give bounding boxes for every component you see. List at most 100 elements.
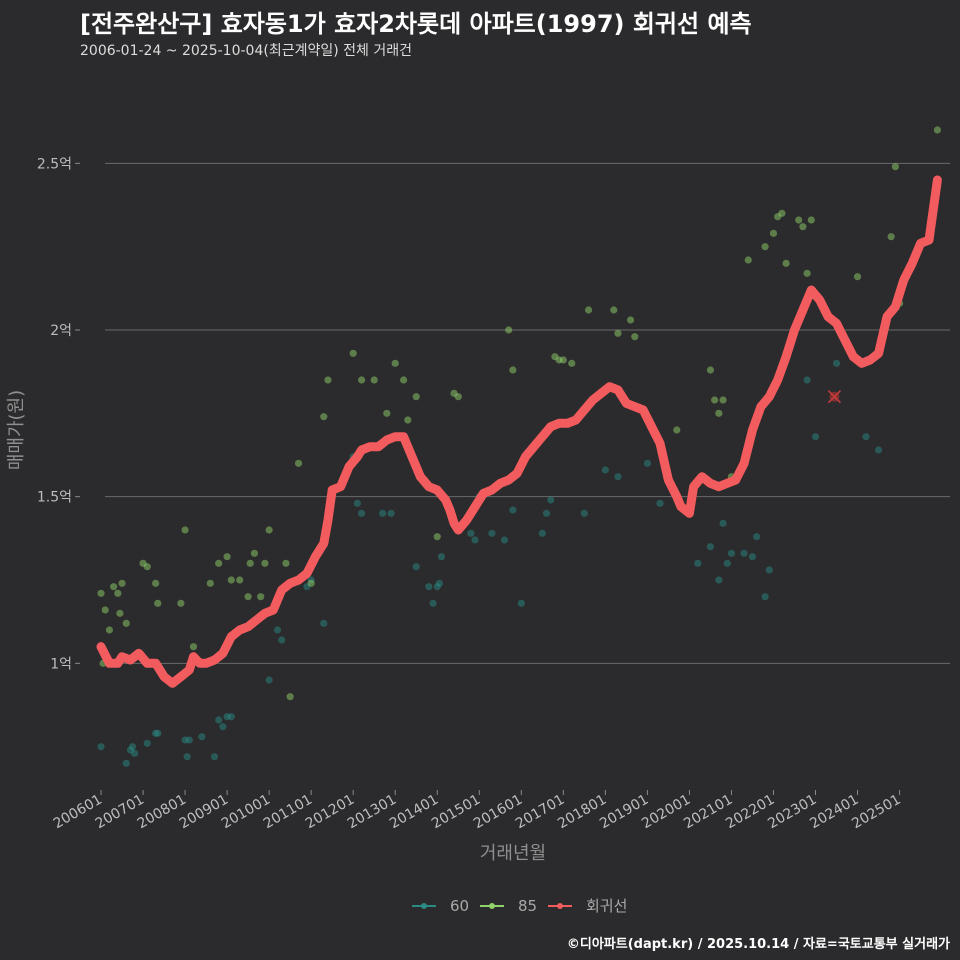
point-85 [412,393,420,401]
point-85 [324,376,332,384]
point-85 [282,559,290,567]
point-85 [383,409,391,417]
point-60 [387,509,395,517]
point-60 [353,499,361,507]
point-85 [400,376,408,384]
legend-dot-s85 [489,903,495,909]
point-85 [357,376,366,384]
point-85 [433,533,441,541]
point-60 [614,473,622,481]
point-60 [471,536,479,544]
point-60 [215,716,223,724]
point-85 [803,269,811,277]
point-60 [500,536,509,544]
point-60 [643,459,651,467]
point-60 [278,636,286,644]
point-85 [97,589,105,597]
point-60 [542,509,551,517]
point-85 [891,163,899,171]
gridlines [105,162,950,664]
chart-legend: 60 85 회귀선 [412,897,627,915]
series-60-points [97,359,883,767]
point-85 [286,693,294,701]
point-85 [143,563,151,571]
point-85 [206,579,214,587]
point-85 [261,559,269,567]
y-tick-label: 1억 [50,656,72,672]
point-60 [143,739,151,747]
point-60 [761,593,769,601]
point-85 [116,609,124,617]
point-60 [379,509,387,517]
regression-line [96,175,942,688]
point-85 [152,579,160,587]
point-60 [128,743,137,751]
point-60 [874,446,883,454]
y-axis-label: 매매가(원) [6,390,27,470]
legend-dot-regression [557,903,563,909]
point-85 [181,526,189,534]
point-60 [694,559,702,567]
x-tick-label: 202501 [849,792,903,833]
point-60 [547,496,555,504]
point-85 [257,593,265,601]
point-60 [435,579,443,587]
point-60 [357,509,366,517]
point-85 [795,216,803,224]
point-60 [219,723,227,731]
point-60 [656,499,664,507]
point-85 [307,579,315,587]
legend-dot-s60 [421,903,427,909]
point-85 [227,576,235,584]
point-85 [370,376,378,384]
point-85 [320,413,328,421]
point-85 [177,599,185,607]
point-60 [862,433,870,441]
point-60 [803,376,811,384]
point-85 [853,273,862,281]
series-85-points [97,126,941,701]
point-85 [294,459,303,467]
point-85 [114,589,122,597]
point-85 [505,326,513,334]
x-axis-label: 거래년월 [480,843,546,864]
point-85 [250,549,259,557]
point-85 [673,426,681,434]
point-60 [429,599,437,607]
point-85 [711,396,719,404]
y-tick-label: 2.5억 [37,156,72,172]
point-60 [811,433,820,441]
point-60 [210,753,219,761]
point-60 [748,553,757,561]
point-60 [122,759,130,767]
point-85 [799,223,807,231]
point-60 [467,529,475,537]
point-85 [778,209,786,217]
point-85 [110,583,118,591]
point-85 [706,366,715,374]
point-60 [273,626,282,634]
point-85 [568,359,576,367]
point-85 [761,243,769,251]
point-60 [753,533,761,541]
point-60 [425,583,433,591]
point-60 [580,509,588,517]
point-60 [183,753,191,761]
point-85 [215,559,223,567]
point-60 [832,359,841,367]
point-85 [244,593,252,601]
point-85 [122,619,130,627]
legend-label-regression: 회귀선 [586,897,627,915]
x-axis-ticks: 2006012007012008012009012010012011012012… [51,790,904,832]
point-60 [601,466,609,474]
legend-label-s60: 60 [450,897,469,915]
point-85 [189,643,198,651]
point-85 [631,333,639,341]
point-60 [719,519,727,527]
point-60 [320,619,328,627]
y-axis-ticks: 1억 1.5억 2억 2.5억 [37,156,80,672]
chart-title: [전주완산구] 효자동1가 효자2차롯데 아파트(1997) 회귀선 예측 [80,10,752,38]
y-tick-label: 2억 [50,323,72,339]
point-60 [740,549,748,557]
